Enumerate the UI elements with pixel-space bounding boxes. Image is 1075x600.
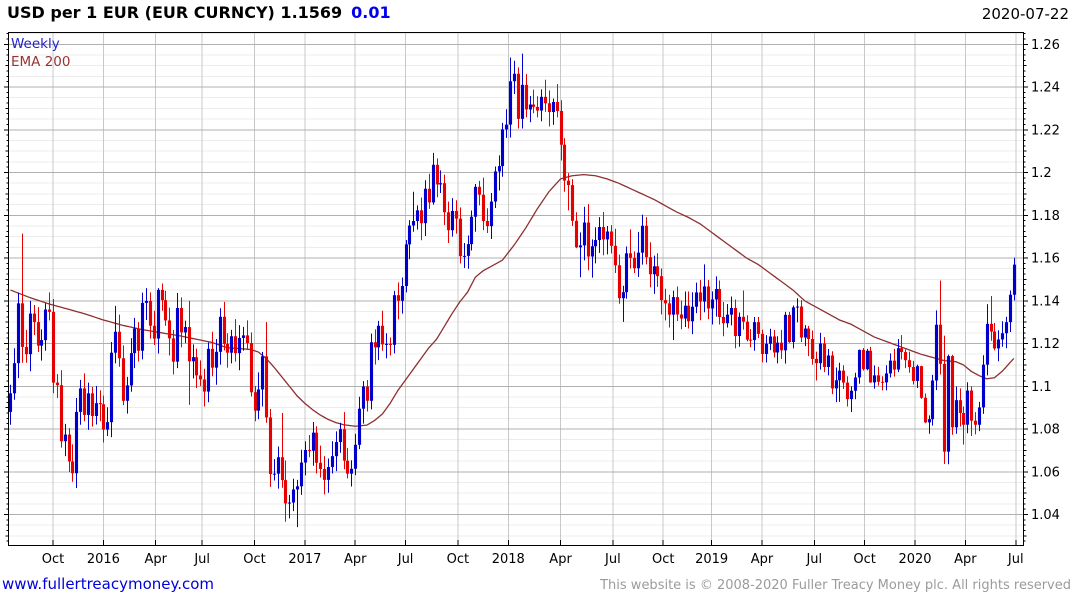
svg-text:Apr: Apr: [344, 552, 367, 567]
copyright-text: This website is © 2008-2020 Fuller Treac…: [600, 578, 1071, 593]
website-link[interactable]: www.fullertreacymoney.com: [2, 575, 215, 593]
svg-text:Apr: Apr: [144, 552, 167, 567]
y-axis-ticks: [4, 33, 1028, 542]
svg-text:Oct: Oct: [447, 552, 469, 567]
svg-text:Jul: Jul: [805, 552, 822, 567]
svg-text:Jul: Jul: [1007, 552, 1024, 567]
svg-text:1.14: 1.14: [1031, 294, 1060, 309]
x-axis-ticks: [52, 540, 1017, 546]
svg-text:1.16: 1.16: [1031, 252, 1060, 267]
svg-text:2019: 2019: [695, 552, 728, 567]
svg-text:1.24: 1.24: [1031, 81, 1060, 96]
svg-text:Oct: Oct: [853, 552, 875, 567]
price-change: 0.01: [351, 3, 391, 22]
legend-ema-200: EMA 200: [11, 54, 71, 70]
grid-vertical: [52, 32, 1017, 546]
chart-date: 2020-07-22: [981, 5, 1069, 23]
svg-text:1.26: 1.26: [1031, 38, 1060, 53]
svg-text:1.08: 1.08: [1031, 423, 1060, 438]
svg-text:Apr: Apr: [549, 552, 572, 567]
svg-text:Jul: Jul: [397, 552, 414, 567]
grid-minor: [8, 33, 1024, 537]
candles-layer: [8, 53, 1017, 528]
svg-text:2020: 2020: [898, 552, 931, 567]
svg-text:2017: 2017: [288, 552, 321, 567]
svg-text:Oct: Oct: [42, 552, 64, 567]
svg-text:Oct: Oct: [652, 552, 674, 567]
svg-text:Jul: Jul: [604, 552, 621, 567]
plot-border: [7, 31, 1025, 547]
svg-text:Apr: Apr: [954, 552, 977, 567]
svg-text:Oct: Oct: [243, 552, 265, 567]
chart-title-row: USD per 1 EUR (EUR CURNCY) 1.1569 0.01: [7, 3, 391, 22]
instrument-title: USD per 1 EUR (EUR CURNCY) 1.1569: [7, 3, 343, 22]
svg-text:1.22: 1.22: [1031, 123, 1060, 138]
svg-text:1.1: 1.1: [1031, 380, 1052, 395]
svg-text:1.04: 1.04: [1031, 508, 1060, 523]
svg-text:1.12: 1.12: [1031, 337, 1060, 352]
svg-text:Apr: Apr: [751, 552, 774, 567]
svg-text:1.2: 1.2: [1031, 166, 1052, 181]
svg-text:1.18: 1.18: [1031, 209, 1060, 224]
svg-text:2016: 2016: [87, 552, 120, 567]
legend-timeframe: Weekly: [11, 36, 60, 52]
svg-text:2018: 2018: [492, 552, 525, 567]
svg-text:1.06: 1.06: [1031, 465, 1060, 480]
y-axis-labels: 1.26 1.24 1.22 1.2 1.18 1.16 1.14 1.12 1.1 1.08 1.…: [1031, 38, 1060, 523]
svg-text:Jul: Jul: [193, 552, 210, 567]
x-axis-labels: Oct 2016 Apr Jul Oct 2017 Apr Jul Oct 2018 Apr Jul O…: [42, 552, 1024, 567]
